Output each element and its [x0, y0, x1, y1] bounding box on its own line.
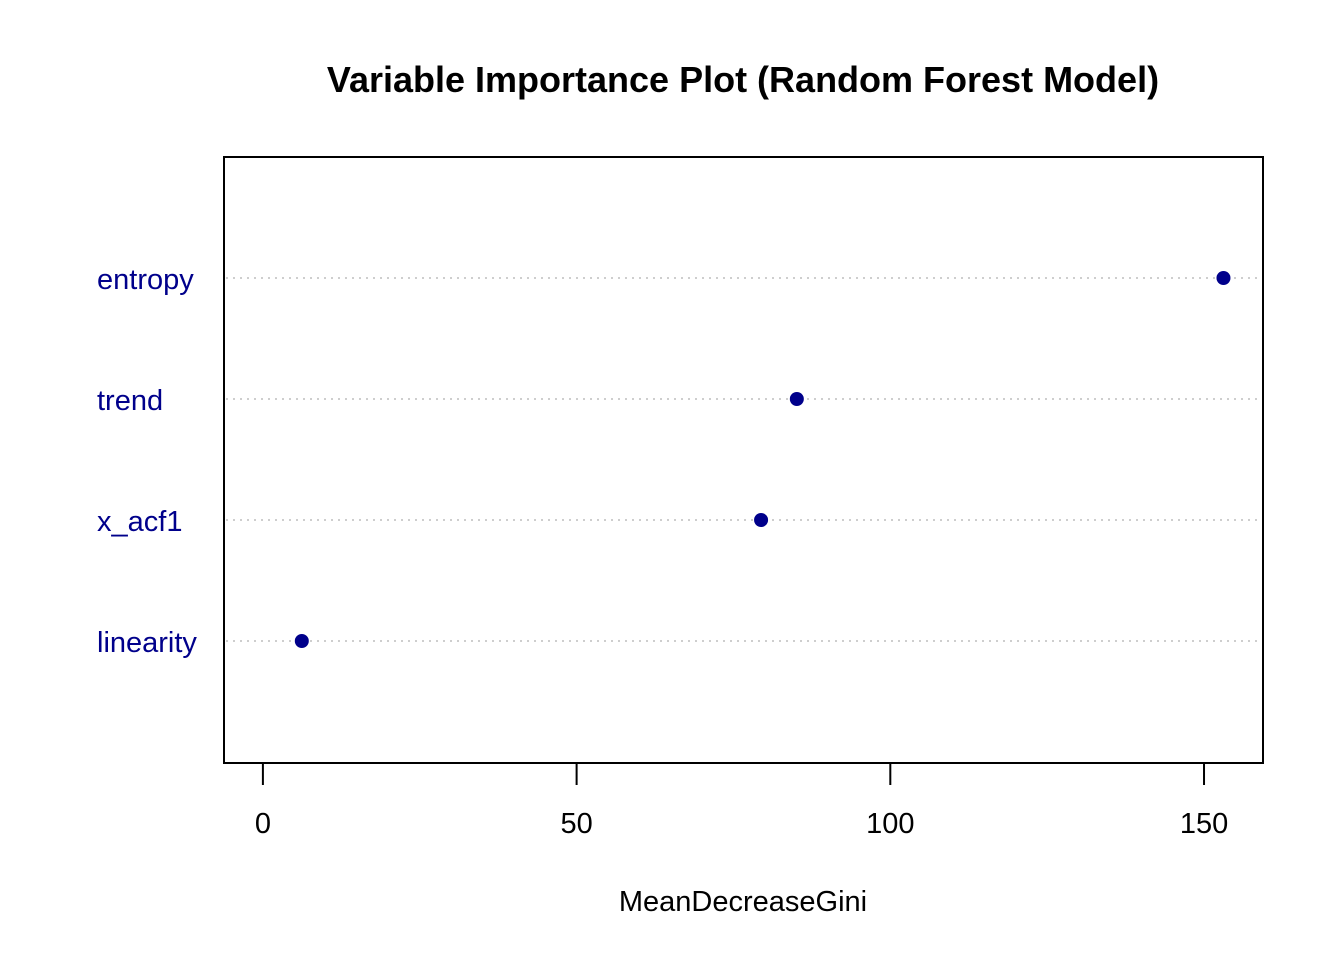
- points-layer: [294, 271, 1231, 648]
- x-tick-label-50: 50: [560, 808, 592, 840]
- category-label-x_acf1: x_acf1: [97, 506, 182, 538]
- category-label-entropy: entropy: [97, 264, 194, 296]
- x-tick-label-150: 150: [1180, 808, 1228, 840]
- x-axis-title: MeanDecreaseGini: [619, 886, 867, 918]
- x-axis: 0 50 100 150: [255, 762, 1228, 840]
- grid-layer: [226, 277, 1261, 642]
- data-point-trend: [789, 392, 804, 406]
- category-label-linearity: linearity: [97, 627, 197, 659]
- data-point-entropy: [1216, 271, 1231, 285]
- x-tick-label-0: 0: [255, 808, 271, 840]
- category-labels: entropy trend x_acf1 linearity: [97, 264, 197, 659]
- plot-frame: [223, 156, 1264, 764]
- data-point-linearity: [294, 634, 309, 648]
- chart-title: Variable Importance Plot (Random Forest …: [327, 59, 1159, 100]
- category-label-trend: trend: [97, 385, 163, 417]
- x-tick-label-100: 100: [866, 808, 914, 840]
- data-point-x_acf1: [754, 513, 769, 527]
